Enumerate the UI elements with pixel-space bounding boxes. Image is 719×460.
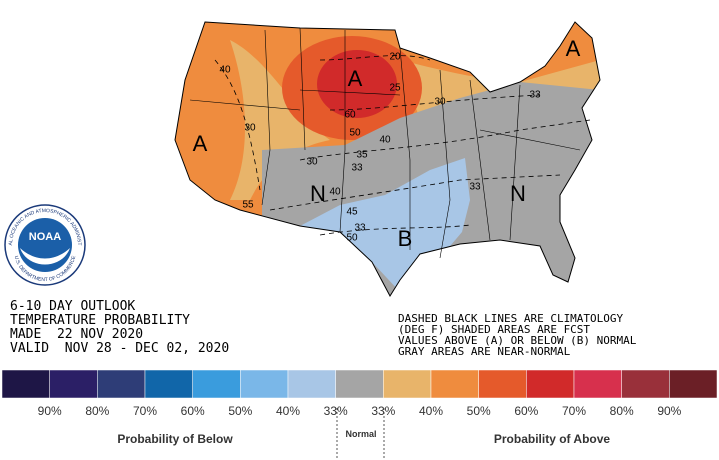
- contour-label: 55: [242, 200, 254, 211]
- legend-label: 90%: [38, 404, 62, 418]
- legend-label: 33%: [324, 404, 348, 418]
- legend-label: 80%: [610, 404, 634, 418]
- contour-label: 40: [219, 65, 231, 76]
- legend-swatch: [478, 369, 527, 399]
- contour-label: 33: [354, 223, 366, 234]
- contour-label: 30: [244, 123, 256, 134]
- legend-swatch: [240, 369, 289, 399]
- contour-label: 35: [356, 150, 368, 161]
- legend-label: 40%: [276, 404, 300, 418]
- contour-label: 20: [389, 52, 401, 63]
- legend-label: 50%: [467, 404, 491, 418]
- header-line: VALID NOV 28 - DEC 02, 2020: [10, 341, 229, 356]
- legend-swatch: [335, 369, 384, 399]
- legend-label: 90%: [657, 404, 681, 418]
- legend-label: 40%: [419, 404, 443, 418]
- legend-swatch: [97, 369, 146, 399]
- legend-label: 70%: [133, 404, 157, 418]
- legend-swatch: [1, 369, 50, 399]
- header-line: MADE 22 NOV 2020: [10, 327, 143, 342]
- legend-label: 60%: [514, 404, 538, 418]
- legend-swatch: [621, 369, 670, 399]
- contour-label: 33: [351, 163, 363, 174]
- legend-normal-title: Normal: [345, 429, 376, 439]
- legend-swatch: [192, 369, 241, 399]
- header-line: TEMPERATURE PROBABILITY: [10, 313, 190, 328]
- legend-swatch: [526, 369, 575, 399]
- logo-name: NOAA: [29, 231, 61, 243]
- legend-swatch: [573, 369, 622, 399]
- contour-label: 40: [329, 187, 341, 198]
- note-line: DASHED BLACK LINES ARE CLIMATOLOGY: [398, 312, 624, 325]
- legend-label: 70%: [562, 404, 586, 418]
- legend: 90% 80% 70% 60% 50% 40% 33% 33% 40% 50% 60% 70% 80% 9…: [1, 369, 718, 418]
- contour-label: 45: [346, 207, 358, 218]
- legend-below-title: Probability of Below: [117, 432, 233, 446]
- legend-swatch: [383, 369, 432, 399]
- logo-ring-top: NATIONAL OCEANIC AND ATMOSPHERIC ADMINIS…: [0, 0, 82, 246]
- region-letter: A: [566, 36, 581, 61]
- contour-label: 30: [434, 97, 446, 108]
- legend-label: 80%: [85, 404, 109, 418]
- note-line: GRAY AREAS ARE NEAR-NORMAL: [398, 345, 571, 358]
- header-line: 6-10 DAY OUTLOOK: [10, 299, 135, 314]
- legend-swatch: [430, 369, 479, 399]
- legend-swatch: [669, 369, 718, 399]
- legend-swatch: [144, 369, 193, 399]
- notes: DASHED BLACK LINES ARE CLIMATOLOGY(DEG F…: [398, 312, 637, 358]
- region-letter: A: [348, 66, 363, 91]
- legend-above-title: Probability of Above: [494, 432, 611, 446]
- region-letter: N: [510, 181, 526, 206]
- legend-swatch: [287, 369, 336, 399]
- legend-swatch: [49, 369, 98, 399]
- state-borders: [189, 27, 581, 259]
- contour-label: 25: [389, 83, 401, 94]
- contour-label: 60: [344, 110, 356, 121]
- legend-label: 50%: [228, 404, 252, 418]
- us-outline: [174, 21, 601, 298]
- contour-label: 33: [469, 182, 481, 193]
- noaa-logo: NOAA NATIONAL OCEANIC AND ATMOSPHERIC AD…: [0, 0, 86, 286]
- note-line: (DEG F) SHADED AREAS ARE FCST: [398, 323, 590, 336]
- contour-label: 50: [349, 128, 361, 139]
- contour-label: 33: [529, 90, 541, 101]
- contour-label: 30: [306, 157, 318, 168]
- climatology-lines: [214, 55, 591, 236]
- region-letter: N: [310, 181, 326, 206]
- contour-label: 40: [379, 135, 391, 146]
- region-letter: B: [398, 226, 413, 251]
- note-line: VALUES ABOVE (A) OR BELOW (B) NORMAL: [398, 334, 637, 347]
- legend-label: 60%: [181, 404, 205, 418]
- contour-label: 50: [346, 233, 358, 244]
- legend-label: 33%: [371, 404, 395, 418]
- region-letter: A: [193, 131, 208, 156]
